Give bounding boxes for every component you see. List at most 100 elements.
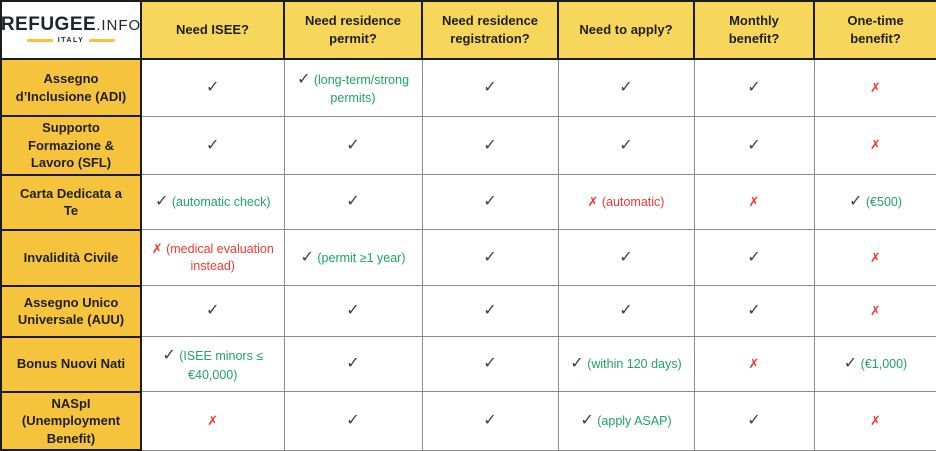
cell-naspi-unemployment-benefit-need-residence-registration: ✓ bbox=[421, 391, 559, 451]
cell-carta-dedicata-a-te-need-residence-registration: ✓ bbox=[421, 174, 559, 231]
cell-invalidit-civile-one-time-benefit: ✗ bbox=[813, 229, 936, 287]
check-icon: ✓ bbox=[483, 78, 497, 96]
cell-naspi-unemployment-benefit-monthly-benefit: ✓ bbox=[693, 391, 815, 451]
column-header-need-isee: Need ISEE? bbox=[140, 0, 285, 60]
cell-carta-dedicata-a-te-need-residence-permit: ✓ bbox=[283, 174, 423, 231]
cell-supporto-formazione-lavoro-sfl-need-residence-registration: ✓ bbox=[421, 115, 559, 176]
check-icon: ✓ bbox=[747, 136, 761, 154]
cell-note: (automatic) bbox=[601, 195, 665, 210]
header-row: REFUGEE.INFO ITALY Need ISEE? Need reside… bbox=[0, 0, 936, 60]
logo-bar-left bbox=[26, 39, 53, 42]
check-icon: ✓ bbox=[206, 302, 220, 320]
check-icon: ✓ bbox=[483, 412, 497, 430]
table-row-carta-dedicata-a-te: Carta Dedicata a Te ✓ (automatic check) ✓ ✓… bbox=[0, 173, 936, 231]
table-row-naspi-unemployment-benefit: NASpI (Unemployment Benefit) ✗ ✓ ✓ ✓ (apply … bbox=[0, 390, 936, 451]
cell-note: (medical evaluation instead) bbox=[166, 242, 274, 274]
cell-invalidit-civile-monthly-benefit: ✓ bbox=[693, 229, 815, 287]
check-icon: ✓ bbox=[747, 302, 761, 320]
cell-naspi-unemployment-benefit-one-time-benefit: ✗ bbox=[813, 391, 936, 451]
check-icon: ✓ bbox=[848, 193, 863, 211]
refugee-info-logo: REFUGEE.INFO ITALY bbox=[3, 15, 139, 45]
cell-note: (ISEE minors ≤ €40,000) bbox=[179, 348, 264, 382]
logo-brand: REFUGEE bbox=[1, 13, 97, 35]
check-icon: ✓ bbox=[483, 193, 497, 211]
cell-assegno-d-inclusione-adi-need-residence-registration: ✓ bbox=[421, 58, 559, 117]
check-icon: ✓ bbox=[162, 346, 176, 364]
cross-icon: ✗ bbox=[207, 413, 219, 429]
row-header-supporto-formazione-lavoro-sfl: Supporto Formazione & Lavoro (SFL) bbox=[0, 115, 142, 176]
check-icon: ✓ bbox=[206, 136, 220, 154]
logo-bar-right bbox=[89, 39, 116, 42]
cell-invalidit-civile-need-isee: ✗ (medical evaluation instead) bbox=[140, 229, 285, 287]
cell-assegno-unico-universale-auu-need-residence-registration: ✓ bbox=[421, 285, 559, 338]
cell-carta-dedicata-a-te-need-to-apply: ✗ (automatic) bbox=[557, 174, 695, 231]
table-row-bonus-nuovi-nati: Bonus Nuovi Nati ✓ (ISEE minors ≤ €40,000… bbox=[0, 335, 936, 393]
cell-naspi-unemployment-benefit-need-residence-permit: ✓ bbox=[283, 391, 423, 451]
cell-invalidit-civile-need-residence-permit: ✓ (permit ≥1 year) bbox=[283, 229, 423, 287]
table-row-assegno-unico-universale-auu: Assegno Unico Universale (AUU) ✓ ✓ ✓ ✓ ✓ ✗ bbox=[0, 284, 936, 338]
column-header-need-residence-permit: Need residence permit? bbox=[283, 0, 423, 60]
cell-assegno-d-inclusione-adi-one-time-benefit: ✗ bbox=[813, 58, 936, 117]
cell-carta-dedicata-a-te-one-time-benefit: ✓ (€500) bbox=[813, 174, 936, 231]
check-icon: ✓ bbox=[747, 248, 761, 266]
cross-icon: ✗ bbox=[587, 194, 599, 210]
row-header-carta-dedicata-a-te: Carta Dedicata a Te bbox=[0, 173, 142, 231]
check-icon: ✓ bbox=[483, 302, 497, 320]
cell-assegno-d-inclusione-adi-need-residence-permit: ✓ (long-term/strong permits) bbox=[283, 58, 423, 117]
table-row-invalidit-civile: Invalidità Civile ✗ (medical evaluation i… bbox=[0, 228, 936, 287]
cell-carta-dedicata-a-te-monthly-benefit: ✗ bbox=[693, 174, 815, 231]
check-icon: ✓ bbox=[483, 136, 497, 154]
cell-assegno-d-inclusione-adi-monthly-benefit: ✓ bbox=[693, 58, 815, 117]
cell-invalidit-civile-need-to-apply: ✓ bbox=[557, 229, 695, 287]
row-header-invalidit-civile: Invalidità Civile bbox=[0, 228, 142, 287]
cross-icon: ✗ bbox=[870, 79, 881, 95]
table-row-assegno-d-inclusione-adi: Assegno d’Inclusione (ADI) ✓ ✓ (long-term/… bbox=[0, 58, 936, 117]
cell-bonus-nuovi-nati-monthly-benefit: ✗ bbox=[693, 336, 815, 393]
table-row-supporto-formazione-lavoro-sfl: Supporto Formazione & Lavoro (SFL) ✓ ✓ ✓ ✓ ✓ ✗ bbox=[0, 115, 936, 176]
cell-bonus-nuovi-nati-one-time-benefit: ✓ (€1,000) bbox=[813, 336, 936, 393]
check-icon: ✓ bbox=[346, 193, 360, 211]
check-icon: ✓ bbox=[483, 248, 497, 266]
cell-note: (automatic check) bbox=[171, 195, 271, 210]
cell-note: (apply ASAP) bbox=[597, 414, 672, 429]
cell-note: (€500) bbox=[865, 195, 903, 210]
column-header-monthly-benefit: Monthly benefit? bbox=[693, 0, 815, 60]
cross-icon: ✗ bbox=[870, 137, 881, 153]
check-icon: ✓ bbox=[346, 302, 360, 320]
cell-assegno-unico-universale-auu-need-residence-permit: ✓ bbox=[283, 285, 423, 338]
row-header-assegno-unico-universale-auu: Assegno Unico Universale (AUU) bbox=[0, 284, 142, 338]
check-icon: ✓ bbox=[206, 78, 220, 96]
cross-icon: ✗ bbox=[870, 249, 881, 265]
logo-suffix: .INFO bbox=[96, 16, 141, 34]
cell-supporto-formazione-lavoro-sfl-need-to-apply: ✓ bbox=[557, 115, 695, 176]
cross-icon: ✗ bbox=[748, 356, 760, 372]
cell-supporto-formazione-lavoro-sfl-need-isee: ✓ bbox=[140, 115, 285, 176]
check-icon: ✓ bbox=[843, 355, 858, 373]
cell-bonus-nuovi-nati-need-residence-registration: ✓ bbox=[421, 336, 559, 393]
column-header-need-to-apply: Need to apply? bbox=[557, 0, 695, 60]
check-icon: ✓ bbox=[154, 193, 169, 211]
cell-naspi-unemployment-benefit-need-to-apply: ✓ (apply ASAP) bbox=[557, 391, 695, 451]
logo-country: ITALY bbox=[26, 36, 116, 45]
cell-bonus-nuovi-nati-need-to-apply: ✓ (within 120 days) bbox=[557, 336, 695, 393]
cell-bonus-nuovi-nati-need-residence-permit: ✓ bbox=[283, 336, 423, 393]
check-icon: ✓ bbox=[619, 136, 633, 154]
cell-assegno-unico-universale-auu-need-to-apply: ✓ bbox=[557, 285, 695, 338]
check-icon: ✓ bbox=[747, 78, 761, 96]
check-icon: ✓ bbox=[296, 70, 311, 88]
check-icon: ✓ bbox=[747, 412, 761, 430]
check-icon: ✓ bbox=[570, 355, 584, 373]
cell-bonus-nuovi-nati-need-isee: ✓ (ISEE minors ≤ €40,000) bbox=[140, 336, 285, 393]
check-icon: ✓ bbox=[619, 302, 633, 320]
cell-naspi-unemployment-benefit-need-isee: ✗ bbox=[140, 391, 285, 451]
cell-note: (permit ≥1 year) bbox=[317, 250, 406, 265]
cell-note: (within 120 days) bbox=[587, 357, 682, 372]
cell-assegno-unico-universale-auu-one-time-benefit: ✗ bbox=[813, 285, 936, 338]
check-icon: ✓ bbox=[619, 78, 633, 96]
row-header-naspi-unemployment-benefit: NASpI (Unemployment Benefit) bbox=[0, 390, 142, 451]
column-header-one-time-benefit: One-time benefit? bbox=[813, 0, 936, 60]
cell-assegno-d-inclusione-adi-need-to-apply: ✓ bbox=[557, 58, 695, 117]
cell-note: (long-term/strong permits) bbox=[313, 72, 410, 106]
table-header: REFUGEE.INFO ITALY Need ISEE? Need reside… bbox=[0, 0, 936, 60]
